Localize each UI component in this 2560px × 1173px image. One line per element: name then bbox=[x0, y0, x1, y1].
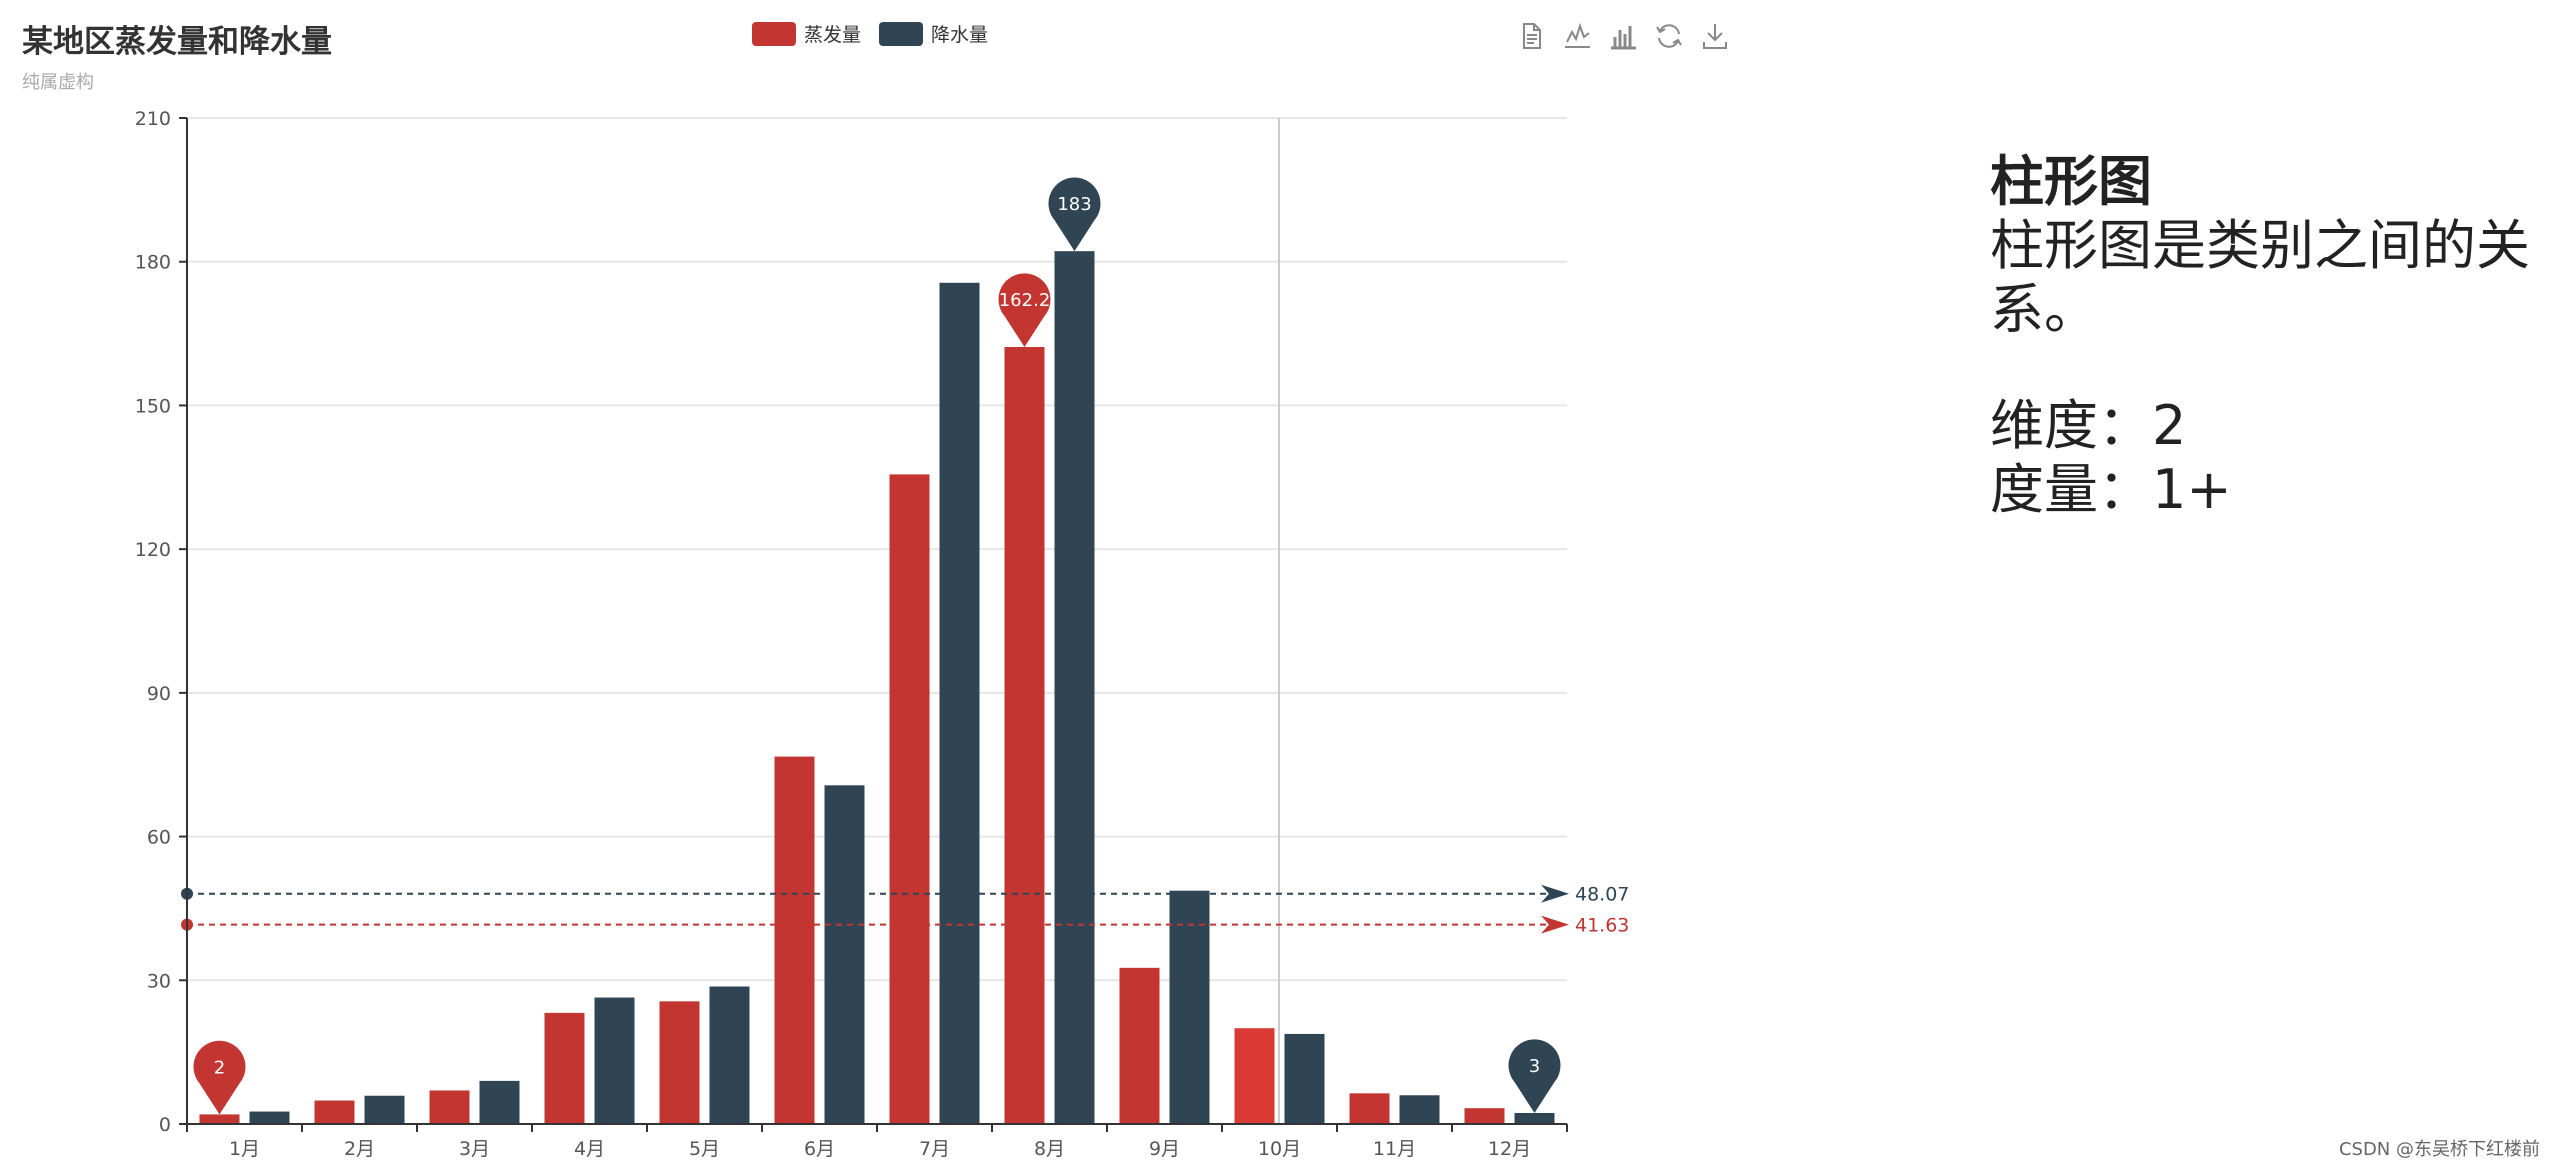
y-tick-label: 60 bbox=[147, 827, 171, 849]
bar-precipitation bbox=[1169, 890, 1210, 1124]
x-tick-label: 8月 bbox=[1034, 1138, 1065, 1160]
markpoint-pin bbox=[193, 1040, 246, 1115]
legend-item-evaporation[interactable]: 蒸发量 bbox=[752, 20, 861, 47]
bar-precipitation bbox=[249, 1111, 290, 1124]
y-tick-label: 30 bbox=[147, 970, 171, 992]
bar-precipitation bbox=[1054, 251, 1095, 1124]
x-tick-label: 7月 bbox=[919, 1138, 950, 1160]
chart-toolbox bbox=[1515, 20, 1731, 52]
markline-label: 48.07 bbox=[1575, 884, 1629, 906]
x-tick-label: 11月 bbox=[1373, 1138, 1416, 1160]
chart-legend: 蒸发量 降水量 bbox=[752, 20, 988, 47]
bar-precipitation bbox=[1514, 1112, 1555, 1124]
x-tick-label: 9月 bbox=[1149, 1138, 1180, 1160]
markpoint-pin bbox=[1048, 177, 1101, 252]
y-tick-label: 0 bbox=[159, 1114, 171, 1136]
restore-icon[interactable] bbox=[1653, 20, 1685, 52]
legend-swatch-evaporation bbox=[752, 21, 796, 46]
y-tick-label: 90 bbox=[147, 683, 171, 705]
bar-precipitation bbox=[1284, 1033, 1325, 1124]
download-icon[interactable] bbox=[1699, 20, 1731, 52]
markpoint-label: 2 bbox=[214, 1057, 225, 1078]
legend-item-precipitation[interactable]: 降水量 bbox=[879, 20, 988, 47]
y-tick-label: 150 bbox=[135, 395, 171, 417]
x-tick-label: 4月 bbox=[574, 1138, 605, 1160]
chart-subtitle: 纯属虚构 bbox=[22, 72, 94, 93]
markline-arrow bbox=[1541, 915, 1569, 934]
bar-evaporation bbox=[1349, 1093, 1390, 1124]
x-tick-label: 3月 bbox=[459, 1138, 490, 1160]
bar-precipitation bbox=[939, 282, 980, 1125]
bar-chart: 0 30 60 90 120 150 180 210 41.63 48.07 162.2 2 183… bbox=[135, 108, 1630, 1160]
markpoint-pin bbox=[1508, 1039, 1561, 1113]
markpoint-label: 183 bbox=[1057, 194, 1091, 215]
bar-evaporation bbox=[774, 756, 815, 1124]
bar-evaporation bbox=[1004, 346, 1045, 1125]
bar-evaporation bbox=[314, 1100, 355, 1124]
side-dimension: 维度：2 bbox=[1990, 394, 2187, 457]
bar-evaporation bbox=[659, 1001, 700, 1124]
bar-precipitation bbox=[479, 1080, 520, 1124]
x-tick-label: 10月 bbox=[1258, 1138, 1301, 1160]
bar-precipitation bbox=[824, 785, 865, 1124]
bar-evaporation bbox=[1234, 1028, 1275, 1124]
bar-precipitation bbox=[364, 1095, 405, 1124]
x-tick-label: 6月 bbox=[804, 1138, 835, 1160]
watermark: CSDN @东吴桥下红楼前 bbox=[2338, 1139, 2540, 1160]
bar-precipitation bbox=[594, 997, 635, 1124]
bar-precipitation bbox=[709, 986, 750, 1124]
markpoint-label: 3 bbox=[1529, 1056, 1540, 1077]
bar-chart-icon[interactable] bbox=[1607, 20, 1639, 52]
side-measure: 度量：1+ bbox=[1990, 458, 2232, 521]
bar-precipitation bbox=[1399, 1095, 1440, 1124]
bar-evaporation bbox=[1464, 1108, 1505, 1124]
bar-evaporation bbox=[544, 1012, 585, 1124]
bar-evaporation bbox=[199, 1114, 240, 1124]
side-heading: 柱形图 bbox=[1990, 150, 2152, 213]
markline-arrow bbox=[1541, 884, 1569, 903]
legend-label-evaporation: 蒸发量 bbox=[804, 24, 862, 46]
bar-evaporation bbox=[429, 1090, 470, 1124]
y-tick-label: 120 bbox=[135, 539, 171, 561]
bar-evaporation bbox=[889, 474, 930, 1124]
markpoint-label: 162.2 bbox=[999, 290, 1051, 311]
legend-label-precipitation: 降水量 bbox=[931, 24, 989, 46]
x-tick-label: 1月 bbox=[229, 1138, 260, 1160]
bar-evaporation bbox=[1119, 967, 1160, 1124]
x-tick-label: 5月 bbox=[689, 1138, 720, 1160]
x-tick-label: 2月 bbox=[344, 1138, 375, 1160]
chart-title: 某地区蒸发量和降水量 bbox=[22, 24, 332, 60]
x-tick-label: 12月 bbox=[1488, 1138, 1531, 1160]
side-panel: 柱形图 柱形图是类别之间的关系。 维度：2 度量：1+ bbox=[1990, 150, 2550, 522]
markline-label: 41.63 bbox=[1575, 915, 1629, 937]
line-chart-icon[interactable] bbox=[1561, 20, 1593, 52]
y-tick-label: 180 bbox=[135, 252, 171, 274]
data-view-icon[interactable] bbox=[1515, 20, 1547, 52]
side-description: 柱形图是类别之间的关系。 bbox=[1990, 214, 2530, 341]
y-tick-label: 210 bbox=[135, 108, 171, 130]
markpoint-pin bbox=[998, 273, 1051, 347]
legend-swatch-precipitation bbox=[879, 21, 924, 46]
